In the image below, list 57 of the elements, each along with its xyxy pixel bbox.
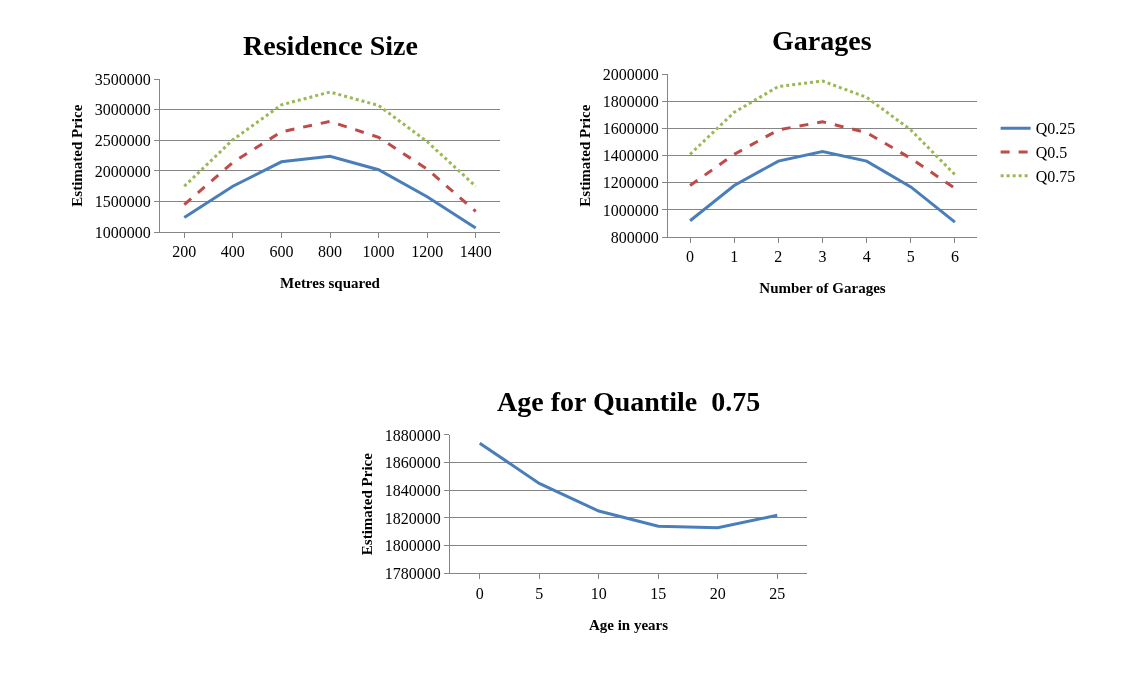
x-tick-label: 1000 — [362, 243, 395, 261]
line-series — [478, 441, 779, 530]
x-tick-label: 1200 — [411, 243, 444, 261]
line-series — [182, 154, 478, 230]
y-tick-label: 3500000 — [94, 70, 151, 88]
x-tick-label: 6 — [950, 248, 959, 266]
y-tick-label: 1860000 — [384, 454, 441, 472]
x-tick-label: 5 — [535, 584, 544, 602]
y-tick-label: 1840000 — [384, 481, 441, 499]
line-series — [688, 79, 957, 177]
x-tick-label: 15 — [650, 584, 667, 602]
x-tick-label: 5 — [906, 248, 915, 266]
y-tick-label: 1820000 — [384, 509, 441, 527]
y-tick-label: 1000000 — [602, 201, 659, 219]
y-tick-label: 1880000 — [384, 426, 441, 444]
y-tick-label: 1600000 — [602, 120, 659, 138]
y-tick-label: 1200000 — [602, 174, 659, 192]
legend-label: Q0.25 — [1035, 120, 1076, 138]
x-tick-label: 4 — [862, 248, 871, 266]
y-tick-label: 2500000 — [94, 131, 151, 149]
y-tick-label: 1800000 — [602, 93, 659, 111]
y-axis-title: Estimated Price — [577, 104, 594, 207]
legend-label: Q0.5 — [1035, 144, 1068, 162]
x-tick-label: 3 — [818, 248, 827, 266]
y-tick-label: 1800000 — [384, 537, 441, 555]
y-tick-label: 800000 — [610, 228, 659, 246]
line-series — [688, 120, 957, 190]
y-tick-label: 1000000 — [94, 223, 151, 241]
x-tick-label: 1400 — [459, 243, 492, 261]
y-axis-title: Estimated Price — [359, 452, 376, 556]
x-tick-label: 600 — [269, 243, 294, 261]
line-series — [688, 150, 957, 224]
y-tick-label: 1400000 — [602, 147, 659, 165]
y-axis-title: Estimated Price — [69, 104, 86, 207]
line-series — [182, 119, 478, 213]
y-tick-label: 1780000 — [384, 564, 441, 582]
chart-title: Garages — [772, 25, 872, 56]
y-tick-label: 2000000 — [94, 162, 151, 180]
x-tick-label: 10 — [590, 584, 607, 602]
chart-title: Age for Quantile 0.75 — [497, 386, 761, 417]
x-tick-label: 0 — [686, 248, 695, 266]
legend-label: Q0.75 — [1035, 168, 1076, 186]
x-axis-title: Metres squared — [280, 275, 381, 292]
x-axis-title: Age in years — [588, 616, 669, 633]
x-tick-label: 800 — [318, 243, 342, 261]
x-tick-label: 20 — [709, 584, 726, 602]
x-tick-label: 2 — [774, 248, 783, 266]
y-tick-label: 2000000 — [602, 65, 659, 83]
x-tick-label: 1 — [730, 248, 739, 266]
y-tick-label: 3000000 — [94, 101, 151, 119]
y-tick-label: 1500000 — [94, 193, 151, 211]
x-tick-label: 200 — [172, 243, 197, 261]
x-tick-label: 400 — [220, 243, 245, 261]
x-tick-label: 0 — [475, 584, 484, 602]
x-tick-label: 25 — [769, 584, 786, 602]
chart-title: Residence Size — [243, 30, 418, 61]
x-axis-title: Number of Garages — [759, 280, 886, 297]
